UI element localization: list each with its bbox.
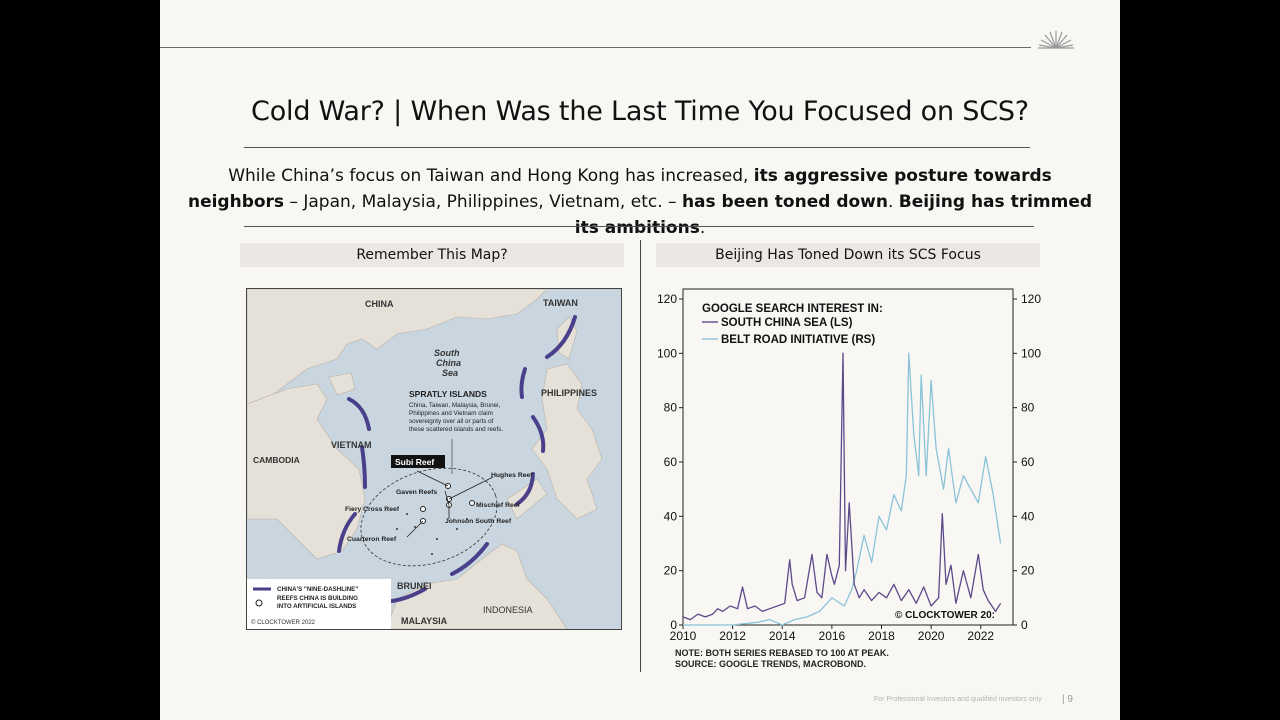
y-tick-label-left: 120 — [657, 292, 677, 306]
y-tick-label-left: 0 — [670, 618, 677, 632]
label-mischief: Mischief Reef — [476, 502, 521, 509]
x-tick-label: 2022 — [967, 629, 994, 643]
x-tick-label: 2018 — [868, 629, 895, 643]
y-tick-label-right: 60 — [1021, 455, 1035, 469]
subtitle-rule — [244, 226, 1034, 227]
label-spratly-title: SPRATLY ISLANDS — [409, 389, 487, 399]
label-spratly-desc4: these scattered islands and reefs. — [409, 426, 503, 433]
label-sea-line1: South — [434, 348, 460, 358]
label-subi: Subi Reef — [395, 457, 434, 467]
map-copyright: © CLOCKTOWER 2022 — [251, 619, 316, 626]
subtitle-part: – Japan, Malaysia, Philippines, Vietnam,… — [284, 192, 682, 212]
label-cuarteron: Cuarteron Reef — [347, 536, 397, 543]
subi-reef-box — [391, 455, 445, 468]
y-tick-label-right: 0 — [1021, 618, 1028, 632]
map-legend — [247, 579, 391, 629]
x-tick-label: 2016 — [819, 629, 846, 643]
subtitle-part-bold: has been toned down — [681, 192, 888, 212]
y-tick-label-right: 40 — [1021, 509, 1035, 523]
y-tick-label-left: 40 — [664, 509, 678, 523]
right-panel-header: Beijing Has Toned Down its SCS Focus — [656, 243, 1040, 267]
slide: Cold War? | When Was the Last Time You F… — [160, 0, 1120, 720]
label-spratly-desc3: sovereignty over all or parts of — [409, 418, 494, 425]
subtitle-part: . — [699, 218, 706, 238]
south-china-sea-map: CHINA TAIWAN South China Sea SPRATLY ISL… — [246, 288, 622, 630]
nine-dash-line — [337, 315, 577, 603]
label-indonesia: INDONESIA — [483, 605, 533, 615]
label-vietnam: VIETNAM — [331, 440, 372, 450]
footer-disclaimer: For Professional Investors and qualified… — [874, 696, 1042, 703]
y-tick-label-right: 120 — [1021, 292, 1041, 306]
subtitle-part: While China’s focus on Taiwan and Hong K… — [228, 166, 754, 186]
page-number: | 9 — [1062, 694, 1073, 705]
label-philippines: PHILIPPINES — [541, 388, 597, 398]
label-taiwan: TAIWAN — [543, 298, 578, 308]
chart-source: SOURCE: GOOGLE TRENDS, MACROBOND. — [675, 659, 866, 669]
x-tick-label: 2012 — [719, 629, 746, 643]
legend-line1: CHINA'S "NINE-DASHLINE" — [277, 586, 358, 593]
sunburst-logo-icon — [1038, 31, 1074, 49]
series-line-belt-road — [683, 352, 1002, 626]
chart-note: NOTE: BOTH SERIES REBASED TO 100 AT PEAK… — [675, 648, 889, 658]
label-spratly-desc2: Philippines and Vietnam claim — [409, 410, 493, 417]
legend-title: GOOGLE SEARCH INTEREST IN: — [702, 303, 883, 315]
label-sea-line2: China — [436, 358, 461, 368]
chart-copyright: © CLOCKTOWER 20: — [895, 610, 995, 621]
subtitle-part-bold: Beijing has trimmed its ambitions — [574, 192, 1093, 238]
plot-frame — [682, 288, 1014, 626]
title-rule — [244, 147, 1030, 148]
legend-line3: INTO ARTIFICIAL ISLANDS — [277, 603, 356, 610]
series-line-south-china-sea — [682, 352, 1002, 621]
y-tick-label-right: 80 — [1021, 401, 1035, 415]
subtitle-part-bold: its aggressive posture towards neighbors — [187, 166, 1052, 212]
y-tick-label-right: 20 — [1021, 564, 1035, 578]
legend-series-scs: SOUTH CHINA SEA (LS) — [721, 317, 853, 329]
label-gaven: Gaven Reefs — [396, 489, 437, 496]
label-sea-line3: Sea — [442, 368, 458, 378]
x-tick-label: 2010 — [670, 629, 697, 643]
y-tick-label-left: 100 — [657, 346, 677, 360]
label-hughes: Hughes Reef — [491, 472, 533, 479]
x-tick-label: 2014 — [769, 629, 796, 643]
x-tick-label: 2020 — [918, 629, 945, 643]
label-china: CHINA — [365, 299, 394, 309]
map-svg: CHINA TAIWAN South China Sea SPRATLY ISL… — [247, 289, 621, 629]
left-panel-header: Remember This Map? — [240, 243, 624, 267]
label-fiery: Fiery Cross Reef — [345, 506, 400, 513]
label-johnson: Johnson South Reef — [445, 518, 512, 525]
y-tick-label-right: 100 — [1021, 346, 1041, 360]
legend-line2: REEFS CHINA IS BUILDING — [277, 595, 358, 602]
slide-title: Cold War? | When Was the Last Time You F… — [251, 96, 1029, 127]
label-malaysia: MALAYSIA — [401, 616, 448, 626]
legend-series-bri: BELT ROAD INITIATIVE (RS) — [721, 334, 875, 346]
slide-subtitle: While China’s focus on Taiwan and Hong K… — [180, 163, 1100, 241]
y-tick-label-left: 80 — [664, 401, 678, 415]
subtitle-part: . — [887, 192, 899, 212]
top-rule — [160, 47, 1031, 48]
label-cambodia: CAMBODIA — [253, 455, 300, 465]
label-brunei: BRUNEI — [397, 581, 432, 591]
y-tick-label-left: 20 — [664, 564, 678, 578]
y-tick-label-left: 60 — [664, 455, 678, 469]
label-spratly-desc1: China, Taiwan, Malaysia, Brunei, — [409, 402, 500, 409]
panel-divider — [640, 240, 641, 672]
